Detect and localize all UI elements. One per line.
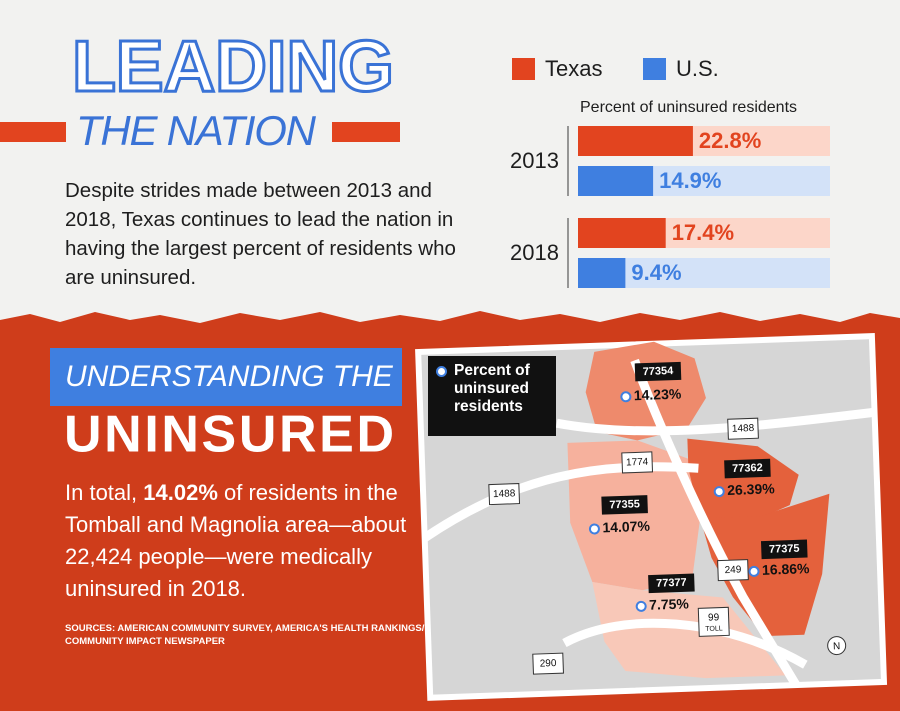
map-legend: Percent of uninsured residents	[428, 356, 556, 436]
chart-title: Percent of uninsured residents	[580, 99, 797, 116]
zip-code: 77355	[609, 498, 640, 511]
zip-box	[724, 458, 771, 479]
value-label: 22.8%	[699, 128, 761, 153]
legend-label: U.S.	[676, 56, 719, 81]
road-shield	[621, 451, 654, 474]
road	[562, 618, 808, 669]
zip-code: 77354	[643, 365, 675, 378]
zip-value: 26.39%	[727, 480, 776, 498]
zip-dot	[635, 600, 647, 612]
zip-dot	[713, 486, 725, 498]
zip-value: 14.07%	[602, 518, 651, 536]
summary-text: In total, 14.02% of residents in the Tom…	[65, 477, 425, 605]
road	[422, 462, 699, 542]
value-label: 9.4%	[631, 260, 681, 285]
bar	[578, 126, 693, 156]
toll-label: TOLL	[705, 625, 723, 633]
zip-code: 77362	[732, 462, 763, 475]
zip-box	[601, 495, 648, 515]
legend-swatch	[643, 58, 666, 80]
compass	[827, 636, 847, 656]
road-shield	[488, 483, 521, 506]
zip-dot	[748, 565, 760, 577]
source-line: COMMUNITY IMPACT NEWSPAPER	[65, 636, 225, 647]
road-shield	[532, 652, 564, 675]
bar	[578, 166, 654, 196]
subheadline: THE NATION	[76, 107, 317, 154]
road	[555, 407, 878, 436]
road-label: 290	[540, 658, 557, 670]
zip-box	[760, 539, 808, 560]
banner	[50, 348, 402, 406]
legend-label: Texas	[545, 56, 602, 81]
bar	[578, 218, 666, 248]
legend-swatch	[512, 58, 535, 80]
compass-label: N	[833, 641, 841, 652]
area-77355	[567, 440, 701, 591]
road-label: 249	[724, 564, 741, 576]
headline: LEADING	[72, 27, 394, 107]
text: of residents in the Tomball and Magnolia…	[65, 480, 407, 601]
zip-code: 77375	[769, 543, 800, 556]
zip-value: 7.75%	[649, 595, 690, 612]
road-label: 1774	[626, 457, 649, 469]
area-77375	[700, 493, 830, 637]
highlight: 14.02%	[143, 480, 218, 505]
road-shield	[727, 417, 759, 440]
zip-box	[634, 361, 682, 382]
road-shield	[697, 606, 730, 637]
zip-dot	[620, 391, 632, 403]
intro-text: Despite strides made between 2013 and 20…	[65, 179, 456, 289]
bar	[578, 258, 626, 288]
source-line: SOURCES: AMERICAN COMMUNITY SURVEY, AMER…	[65, 623, 425, 634]
zip-dot	[588, 523, 600, 535]
sources: SOURCES: AMERICAN COMMUNITY SURVEY, AMER…	[65, 622, 424, 648]
text: In total,	[65, 480, 144, 505]
zip-code: 77377	[656, 577, 687, 590]
value-label: 17.4%	[672, 220, 734, 245]
category-label: 2013	[510, 148, 559, 173]
road-label: 1488	[732, 423, 755, 435]
zip-box	[648, 573, 695, 594]
road-label: 99	[708, 612, 720, 623]
area-77362	[687, 438, 799, 527]
banner-text: UNDERSTANDING THE	[65, 360, 394, 393]
zip-value: 16.86%	[762, 560, 811, 578]
zip-value: 14.23%	[634, 386, 683, 404]
category-label: 2018	[510, 240, 559, 265]
road-label: 1488	[493, 488, 516, 500]
value-label: 14.9%	[659, 168, 721, 193]
section-title: UNINSURED	[64, 406, 394, 464]
road-shield	[717, 559, 749, 582]
title-bar-right	[332, 122, 400, 142]
bar-chart: Texas U.S. Percent of uninsured residents 2…	[510, 56, 830, 288]
title-bar-left	[0, 122, 66, 142]
